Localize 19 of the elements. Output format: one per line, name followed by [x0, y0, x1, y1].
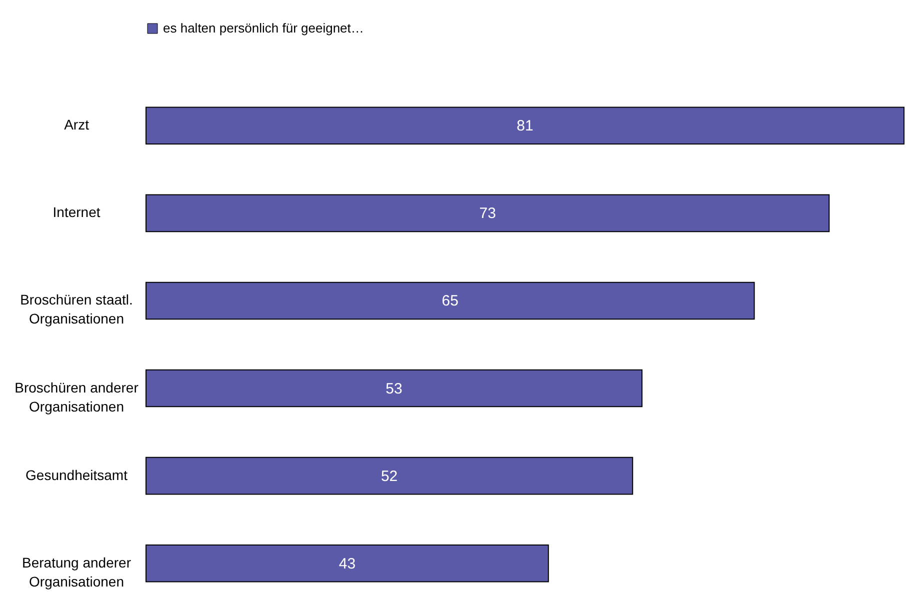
data-label: 73 — [479, 205, 496, 222]
y-tick-label: Internet — [52, 204, 100, 220]
bar — [146, 106, 904, 145]
legend-label: es halten persönlich für geeignet… — [163, 20, 364, 36]
data-label: 52 — [380, 468, 398, 485]
y-tick-label: Broschüren anderer Organisationen — [14, 379, 139, 414]
y-tick-label: Beratung anderer Organisationen — [22, 554, 132, 590]
bar — [146, 544, 549, 582]
bar — [146, 282, 755, 320]
bar — [146, 369, 642, 408]
bar — [146, 456, 634, 495]
data-label: 43 — [338, 555, 356, 572]
data-label: 65 — [442, 292, 458, 310]
y-tick-label: Broschüren staatl. Organisationen — [20, 292, 133, 327]
data-label: 81 — [516, 118, 534, 135]
bar — [146, 194, 830, 232]
y-tick-label: Gesundheitsamt — [26, 466, 128, 483]
data-label: 53 — [386, 380, 402, 398]
y-tick-label: Arzt — [64, 116, 90, 133]
